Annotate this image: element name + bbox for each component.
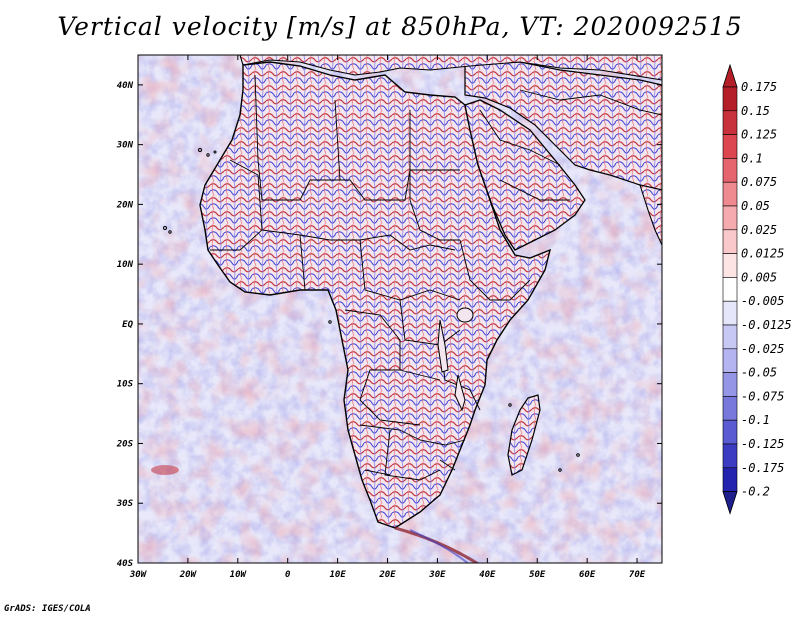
colorbar: 0.175 0.15 0.125 0.1 0.075 0.05 0.025 0.0125 0.0… [722, 63, 792, 515]
y-tick-label: 30S [116, 499, 134, 509]
colorbar-swatch [722, 253, 738, 278]
colorbar-swatch [722, 86, 738, 112]
colorbar-swatch [722, 277, 738, 302]
colorbar-swatch [722, 134, 738, 159]
x-tick-label: 10E [329, 570, 346, 580]
page-title: Vertical velocity [m/s] at 850hPa, VT: 2… [57, 12, 743, 41]
colorbar-label: -0.1 [741, 413, 770, 427]
y-tick-label: 10N [117, 260, 134, 270]
colorbar-swatch [722, 396, 738, 421]
y-tick-label: 20N [116, 200, 134, 210]
colorbar-swatch [722, 419, 738, 445]
x-tick-label: 10W [230, 570, 248, 580]
colorbar-bottom-arrow [722, 491, 738, 515]
europe-landmass [239, 55, 662, 81]
colorbar-label: -0.2 [741, 485, 770, 499]
x-tick-label: 20W [179, 570, 198, 580]
colorbar-label: -0.005 [741, 294, 784, 308]
x-tick-label: 20E [378, 570, 396, 580]
colorbar-label: 0.005 [741, 270, 777, 284]
y-tick-label: 30N [116, 141, 134, 151]
x-tick-label: 60E [579, 570, 596, 580]
madagascar-island [507, 394, 541, 476]
colorbar-swatch [722, 348, 738, 373]
y-tick-label: 40S [117, 559, 134, 569]
map-plot-area [138, 55, 662, 563]
islands [163, 148, 580, 472]
colorbar-swatch [722, 300, 738, 326]
colorbar-swatch [722, 205, 738, 231]
y-tick-label: 40N [117, 81, 134, 91]
y-tick-label: 10S [117, 380, 134, 390]
colorbar-label: 0.0125 [741, 247, 784, 261]
x-tick-label: 50E [529, 570, 546, 580]
x-tick-label: 0 [285, 570, 291, 580]
colorbar-swatch [722, 181, 738, 207]
colorbar-swatch [722, 372, 738, 397]
colorbar-label: 0.075 [741, 175, 777, 189]
colorbar-label: -0.0125 [741, 318, 792, 332]
colorbar-label: -0.175 [741, 461, 784, 475]
colorbar-label: -0.125 [741, 437, 784, 451]
colorbar-label: 0.125 [741, 128, 777, 142]
colorbar-label: -0.025 [741, 342, 784, 356]
middle-east-landmass [464, 61, 662, 191]
colorbar-swatch [722, 229, 738, 254]
cape-streak-2 [409, 529, 470, 563]
colorbar-label: -0.075 [741, 389, 784, 403]
x-tick-label: 70E [629, 570, 646, 580]
colorbar-top-arrow [722, 63, 738, 88]
country-borders [210, 74, 662, 481]
colorbar-swatch [722, 324, 738, 350]
x-tick-label: 40E [479, 570, 496, 580]
colorbar-label: -0.05 [741, 366, 777, 380]
great-lakes [437, 307, 474, 412]
y-tick-label: 20S [116, 439, 134, 449]
grads-credit: GrADS: IGES/COLA [4, 604, 91, 614]
colorbar-label: 0.025 [741, 223, 777, 237]
colorbar-label: 0.1 [741, 151, 763, 165]
colorbar-swatch [722, 158, 738, 183]
africa-continent [199, 61, 552, 529]
south-atlantic-feature [151, 465, 179, 475]
y-axis: 40N 30N 20N 10N EQ 10S 20S 30S 40S [116, 81, 662, 569]
x-tick-label: 30E [428, 570, 446, 580]
arabian-peninsula [464, 99, 586, 251]
colorbar-label: 0.15 [741, 104, 770, 118]
colorbar-label: 0.05 [741, 199, 770, 213]
colorbar-label: 0.175 [741, 80, 777, 94]
map-frame [137, 54, 663, 564]
x-axis: 30W 20W 10W 0 10E 20E 30E 40E 50E 60E 70E [129, 55, 646, 580]
x-tick-label: 30W [129, 570, 148, 580]
colorbar-swatch [722, 467, 738, 492]
colorbar-swatch [722, 443, 738, 469]
india-landmass [639, 184, 662, 246]
y-tick-label: EQ [122, 320, 133, 330]
colorbar-swatch [722, 110, 738, 135]
